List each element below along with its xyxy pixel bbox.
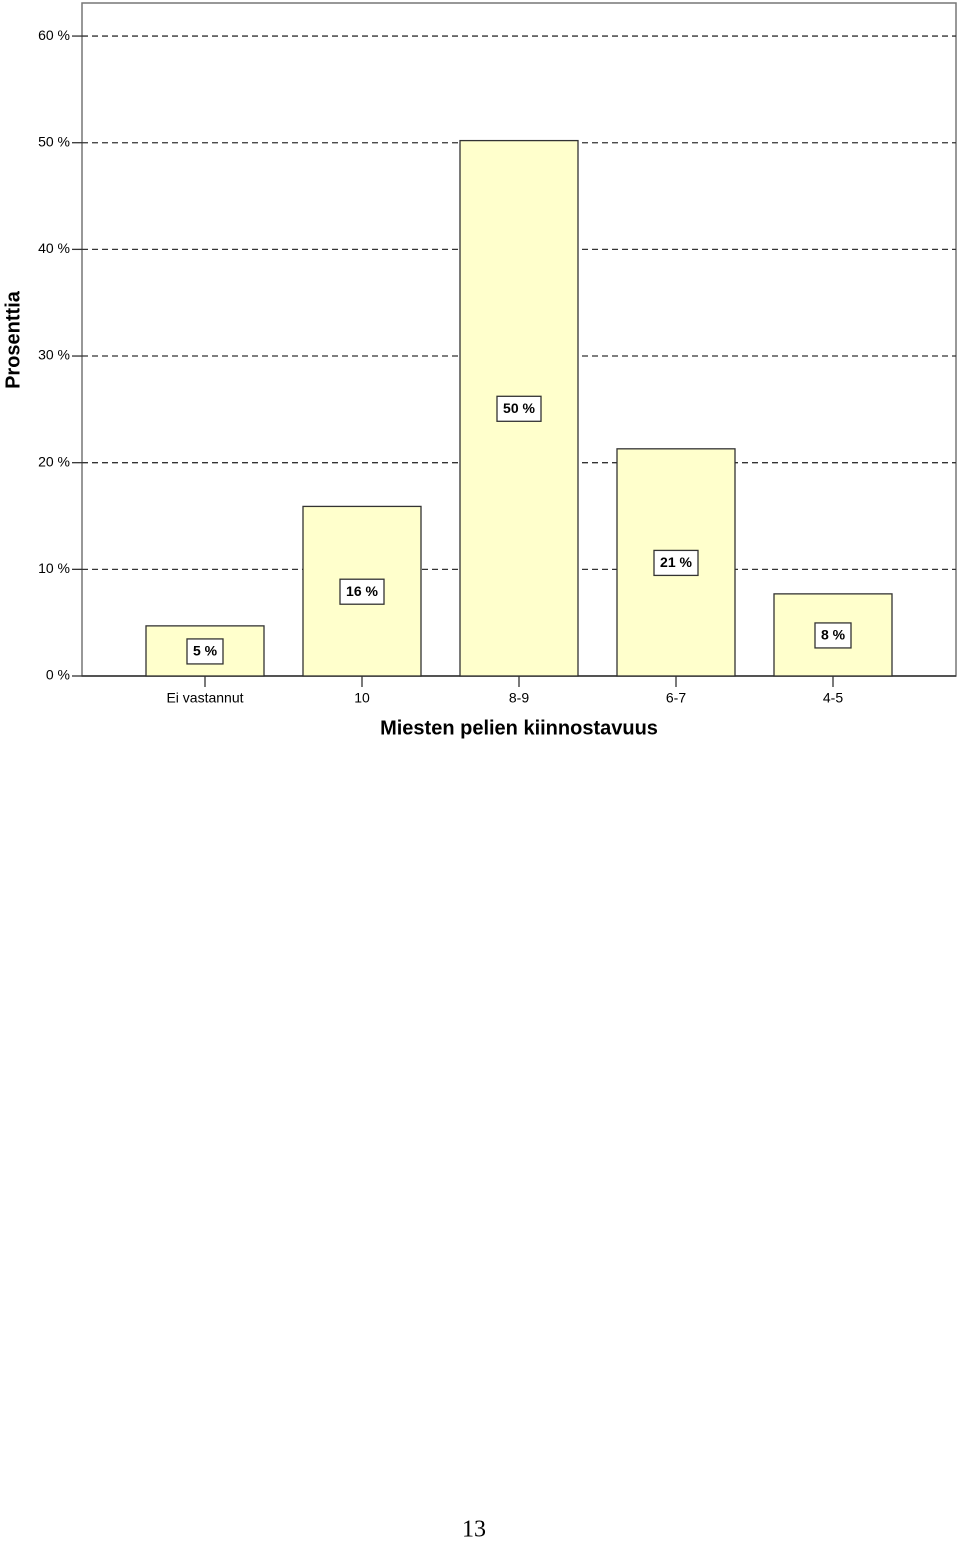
y-tick-label: 60 % <box>38 27 70 43</box>
x-tick-label: 10 <box>354 690 370 706</box>
x-tick-label: 6-7 <box>666 690 686 706</box>
x-axis-title: Miesten pelien kiinnostavuus <box>380 717 658 739</box>
data-label-box <box>653 549 699 577</box>
data-label: 50 % <box>503 400 535 416</box>
data-label: 8 % <box>821 627 846 643</box>
x-tick-label: 4-5 <box>823 690 843 706</box>
y-tick-label: 10 % <box>38 560 70 576</box>
y-tick-label: 20 % <box>38 453 70 469</box>
data-label-box <box>496 395 542 422</box>
page-number: 13 <box>462 1517 486 1543</box>
data-label-box <box>339 578 385 605</box>
y-axis-title: Prosenttia <box>2 290 24 389</box>
data-label: 16 % <box>346 583 378 599</box>
y-tick-label: 40 % <box>38 240 70 256</box>
data-label: 5 % <box>193 643 218 659</box>
x-tick-label: 8-9 <box>509 690 529 706</box>
y-tick-label: 50 % <box>38 133 70 149</box>
y-tick-label: 30 % <box>38 347 70 363</box>
data-label: 21 % <box>660 554 692 570</box>
x-tick-label: Ei vastannut <box>166 690 243 706</box>
data-label-box <box>186 638 224 665</box>
y-tick-label: 0 % <box>46 667 70 683</box>
data-label-box <box>814 622 852 649</box>
